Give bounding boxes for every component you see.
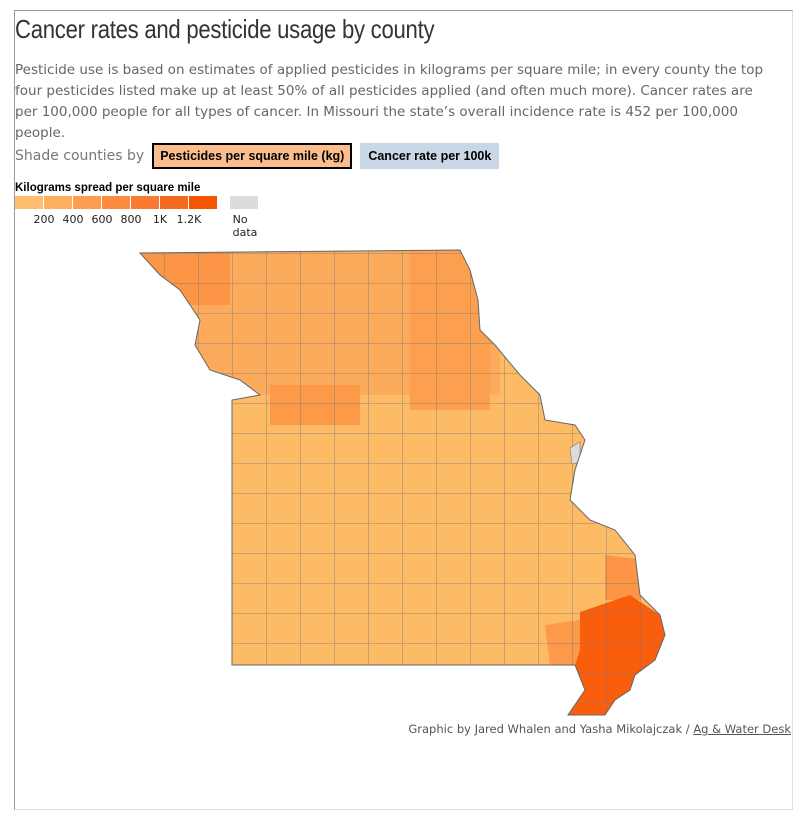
legend-label: 600 — [91, 213, 113, 226]
legend-swatch — [131, 196, 159, 209]
legend-label: 400 — [62, 213, 84, 226]
legend-label: 1.2K — [176, 213, 202, 226]
controls: Shade counties by Pesticides per square … — [15, 143, 500, 169]
credit-text: Graphic by Jared Whalen and Yasha Mikola… — [408, 722, 690, 736]
legend-swatch — [15, 196, 43, 209]
legend-title: Kilograms spread per square mile — [15, 182, 201, 194]
controls-label: Shade counties by — [15, 148, 145, 164]
title: Cancer rates and pesticide usage by coun… — [15, 14, 435, 44]
description: Pesticide use is based on estimates of a… — [15, 62, 764, 141]
legend-swatch — [160, 196, 188, 209]
shade-button[interactable]: Cancer rate per 100k — [360, 143, 500, 169]
shade-button[interactable]: Pesticides per square mile (kg) — [152, 143, 353, 169]
credit-link[interactable]: Ag & Water Desk — [693, 722, 791, 736]
legend-swatch — [189, 196, 217, 209]
legend-label: 1K — [152, 213, 168, 226]
credit: Graphic by Jared Whalen and Yasha Mikola… — [408, 722, 791, 736]
legend-swatch — [73, 196, 101, 209]
legend-swatch — [102, 196, 130, 209]
legend-label: No data — [232, 213, 258, 239]
legend-swatch — [44, 196, 72, 209]
legend-label: 800 — [120, 213, 142, 226]
frame — [14, 10, 793, 810]
legend-swatch — [230, 196, 258, 209]
legend-label: 200 — [33, 213, 55, 226]
